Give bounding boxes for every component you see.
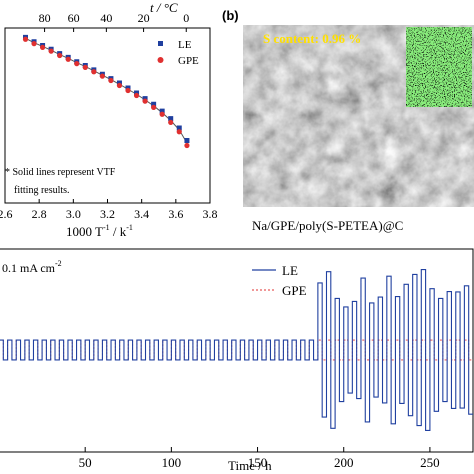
data-point-gpe [48, 48, 54, 54]
panel-label-b: (b) [222, 8, 239, 23]
data-point-gpe [74, 61, 80, 67]
legend: LE GPE [157, 39, 199, 67]
data-point-gpe [159, 111, 165, 117]
bottom-x-axis-label: 1000 T-1 / k-1 [66, 223, 133, 239]
x-tick-label: 2.8 [32, 207, 47, 221]
data-point-gpe [184, 142, 190, 149]
vtf-note-line1: * Solid lines represent VTF [5, 167, 116, 178]
series-group-c [0, 269, 473, 431]
top-tick-label: 40 [100, 11, 112, 25]
vtf-note-line2: fitting results. [14, 185, 70, 196]
legend-c: LE GPE [252, 263, 307, 298]
data-point-le [176, 125, 182, 131]
top-tick-label: 20 [138, 11, 150, 25]
vtf-fit-line [25, 37, 188, 144]
data-point-gpe [125, 87, 131, 94]
time-tick-label: 50 [79, 455, 92, 470]
data-point-gpe [82, 64, 88, 70]
data-point-gpe [91, 69, 97, 75]
x-tick-label: 3.0 [66, 207, 81, 221]
series-le-line [0, 269, 473, 431]
top-x-axis-label: t / °C [150, 0, 178, 15]
time-tick-label: 150 [248, 455, 268, 470]
legend-label-gpe-c: GPE [282, 283, 307, 298]
legend-label-gpe: GPE [178, 55, 199, 67]
s-mapping-dots [406, 27, 472, 107]
x-tick-label: 3.8 [203, 207, 218, 221]
top-tick-label: 80 [39, 11, 51, 25]
data-point-le [184, 138, 190, 143]
legend-marker-le [158, 41, 163, 46]
cycling-plot: 50 100 150 200 250 0.1 mA cm-2 LE GPE Time /… [0, 248, 474, 473]
data-point-le [159, 108, 165, 114]
top-tick-label: 0 [183, 11, 189, 25]
data-point-gpe [99, 73, 105, 79]
legend-marker-gpe [157, 57, 164, 63]
data-point-gpe [65, 56, 71, 62]
top-x-axis: 80 60 40 20 0 [39, 11, 189, 32]
data-point-gpe [176, 129, 182, 135]
x-tick-label: 2.6 [0, 207, 13, 221]
time-tick-label: 100 [162, 455, 182, 470]
bottom-x-axis: 2.6 2.8 3.0 3.2 3.4 3.6 3.8 [0, 199, 218, 221]
data-point-gpe [31, 41, 37, 47]
data-point-gpe [39, 44, 46, 50]
data-point-gpe [22, 36, 29, 42]
x-tick-label: 3.6 [168, 207, 183, 221]
data-point-gpe [133, 92, 140, 99]
data-point-gpe [151, 104, 157, 110]
plot-frame-c [0, 248, 474, 453]
sem-caption: Na/GPE/poly(S-PETEA)@C [252, 218, 403, 233]
top-tick-label: 60 [68, 11, 80, 25]
current-density-label: 0.1 mA cm-2 [2, 259, 62, 275]
time-tick-label: 200 [334, 455, 354, 470]
x-tick-label: 3.4 [134, 207, 149, 221]
legend-label-le: LE [178, 39, 192, 51]
data-point-le [151, 101, 157, 107]
sem-s-content-label: S content: 0.96 % [263, 31, 361, 46]
data-point-le [168, 116, 174, 122]
c-x-axis: 50 100 150 200 250 [79, 447, 440, 470]
data-point-gpe [116, 82, 123, 89]
data-point-gpe [57, 52, 63, 59]
data-point-gpe [142, 98, 148, 104]
time-tick-label: 250 [420, 455, 440, 470]
data-point-gpe [168, 119, 174, 125]
legend-label-le-c: LE [282, 263, 298, 278]
time-axis-label: Time / h [228, 458, 272, 473]
series-group [22, 34, 190, 149]
conductivity-plot: 2.6 2.8 3.0 3.2 3.4 3.6 3.8 80 60 40 20 0 t / °C 1… [0, 0, 218, 239]
data-point-gpe [108, 77, 114, 84]
sem-panel: (b) S content: 0.96 % Na/GPE/poly(S-PETE… [222, 8, 474, 233]
x-tick-label: 3.2 [100, 207, 115, 221]
